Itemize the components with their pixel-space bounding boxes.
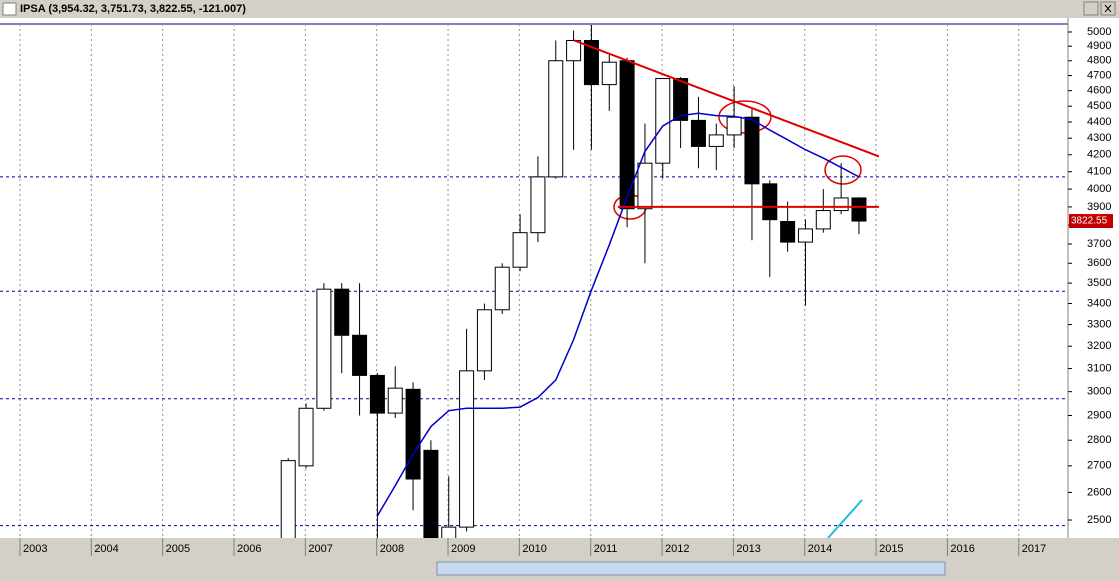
candle-body bbox=[334, 288, 350, 336]
candle-body bbox=[352, 334, 368, 376]
annotation-line bbox=[827, 499, 863, 538]
candle-body bbox=[530, 176, 546, 234]
candle-body bbox=[797, 228, 813, 243]
y-tick-label: 4200 bbox=[1087, 149, 1111, 161]
candle-body bbox=[298, 407, 314, 467]
restore-button[interactable] bbox=[1083, 1, 1099, 16]
candle-body bbox=[369, 374, 385, 414]
candle-body bbox=[708, 134, 724, 147]
x-tick-label: 2015 bbox=[879, 543, 903, 555]
y-tick-label: 4300 bbox=[1087, 132, 1111, 144]
y-tick-label: 2500 bbox=[1087, 514, 1111, 526]
candle-body bbox=[851, 197, 867, 222]
candle-body bbox=[833, 197, 849, 212]
last-price-box bbox=[1069, 214, 1113, 229]
candle-body bbox=[762, 183, 778, 221]
scroll-thumb[interactable] bbox=[436, 561, 946, 576]
candle-body bbox=[655, 78, 671, 164]
candle-body bbox=[476, 309, 492, 372]
candle-body bbox=[441, 526, 457, 538]
candle-body bbox=[815, 210, 831, 230]
candle-body bbox=[405, 388, 421, 480]
y-tick-label: 3600 bbox=[1087, 257, 1111, 269]
y-tick-label: 3900 bbox=[1087, 201, 1111, 213]
y-tick-label: 4000 bbox=[1087, 183, 1111, 195]
y-tick-label: 3500 bbox=[1087, 277, 1111, 289]
candle-body bbox=[548, 60, 564, 178]
y-tick-label: 3100 bbox=[1087, 362, 1111, 374]
y-tick-label: 4500 bbox=[1087, 100, 1111, 112]
y-tick-label: 4600 bbox=[1087, 85, 1111, 97]
title-bar bbox=[0, 0, 1119, 18]
candle-body bbox=[583, 39, 599, 86]
x-tick-label: 2011 bbox=[594, 543, 618, 555]
y-tick-label: 3700 bbox=[1087, 238, 1111, 250]
y-tick-label: 4100 bbox=[1087, 166, 1111, 178]
close-icon bbox=[1104, 4, 1112, 13]
x-tick-label: 2017 bbox=[1022, 543, 1046, 555]
x-tick-label: 2016 bbox=[950, 543, 974, 555]
candle-body bbox=[423, 449, 439, 538]
candle-body bbox=[744, 116, 760, 185]
annotation-circle bbox=[824, 155, 862, 185]
candle-body bbox=[780, 221, 796, 243]
x-axis-bar bbox=[0, 538, 1119, 558]
x-tick-label: 2007 bbox=[308, 543, 332, 555]
x-tick-label: 2012 bbox=[665, 543, 689, 555]
plot-layer bbox=[0, 24, 1068, 538]
x-tick-label: 2004 bbox=[94, 543, 118, 555]
window-title: IPSA (3,954.32, 3,751.73, 3,822.55, -121… bbox=[20, 3, 246, 15]
y-tick-label: 3200 bbox=[1087, 340, 1111, 352]
x-tick-label: 2008 bbox=[380, 543, 404, 555]
y-tick-label: 3000 bbox=[1087, 386, 1111, 398]
last-price-label: 3822.55 bbox=[1071, 216, 1108, 227]
candle-body bbox=[690, 119, 706, 147]
y-tick-label: 4900 bbox=[1087, 40, 1111, 52]
candle-body bbox=[566, 39, 582, 62]
candle-body bbox=[316, 288, 332, 409]
y-tick-label: 2700 bbox=[1087, 460, 1111, 472]
y-tick-label: 5000 bbox=[1087, 26, 1111, 38]
x-tick-label: 2014 bbox=[808, 543, 832, 555]
moving-average bbox=[376, 112, 860, 517]
y-tick-label: 4400 bbox=[1087, 116, 1111, 128]
title-icon bbox=[2, 2, 17, 16]
x-tick-label: 2006 bbox=[237, 543, 261, 555]
y-tick-label: 4700 bbox=[1087, 69, 1111, 81]
candle-body bbox=[280, 460, 296, 538]
candle-body bbox=[387, 387, 403, 414]
x-tick-label: 2005 bbox=[166, 543, 190, 555]
x-tick-label: 2003 bbox=[23, 543, 47, 555]
candle-body bbox=[459, 370, 475, 528]
candle-body bbox=[512, 232, 528, 268]
y-tick-label: 2900 bbox=[1087, 409, 1111, 421]
x-tick-label: 2013 bbox=[736, 543, 760, 555]
trendline bbox=[573, 39, 880, 158]
y-tick-label: 2800 bbox=[1087, 434, 1111, 446]
candle-body bbox=[673, 78, 689, 121]
candle-body bbox=[494, 266, 510, 311]
candle-body bbox=[637, 162, 653, 210]
y-tick-label: 4800 bbox=[1087, 55, 1111, 67]
y-tick-label: 3300 bbox=[1087, 318, 1111, 330]
candle-body bbox=[726, 116, 742, 136]
y-tick-label: 2600 bbox=[1087, 486, 1111, 498]
y-tick-label: 3400 bbox=[1087, 297, 1111, 309]
x-tick-label: 2009 bbox=[451, 543, 475, 555]
candle-body bbox=[601, 61, 617, 86]
x-tick-label: 2010 bbox=[522, 543, 546, 555]
